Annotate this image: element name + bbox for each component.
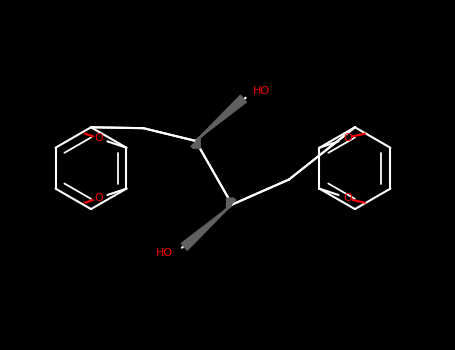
- Text: HO: HO: [156, 248, 173, 258]
- Polygon shape: [227, 198, 236, 209]
- Text: O: O: [343, 133, 352, 143]
- Text: O: O: [343, 193, 352, 203]
- Polygon shape: [196, 95, 247, 141]
- Polygon shape: [181, 204, 232, 250]
- Text: HO: HO: [253, 86, 270, 96]
- Text: O: O: [94, 133, 103, 143]
- Polygon shape: [191, 137, 200, 148]
- Text: O: O: [94, 193, 103, 203]
